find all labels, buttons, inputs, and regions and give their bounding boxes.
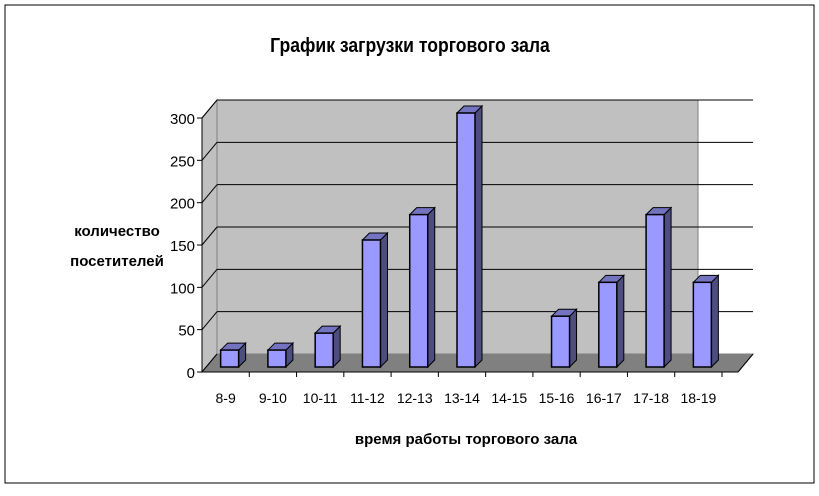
bar: [219, 349, 240, 368]
side-gridline: [201, 184, 218, 203]
floor-edge: [737, 353, 754, 373]
y-tick-label: 50: [178, 323, 195, 340]
x-axis-label: время работы торгового зала: [355, 431, 578, 448]
y-tick-label: 250: [170, 153, 195, 170]
side-gridline: [201, 142, 218, 161]
bar: [314, 332, 334, 368]
bar: [598, 281, 618, 368]
x-tick-label: 11-12: [350, 390, 385, 406]
bar-side: [379, 231, 388, 369]
bar: [408, 213, 429, 368]
y-tick-label: 200: [170, 196, 195, 213]
bar: [267, 349, 287, 368]
bar-side: [616, 274, 625, 369]
y-axis-label-line1: количество: [74, 223, 160, 240]
side-gridline: [201, 99, 218, 119]
x-tick-label: 15-16: [539, 390, 575, 406]
x-tick-label: 9-10: [259, 390, 287, 406]
bar-side: [427, 206, 436, 369]
bar: [550, 315, 571, 368]
y-tick-label: 100: [170, 280, 195, 297]
bar-side: [663, 206, 672, 369]
bar-side: [569, 307, 578, 369]
bar-side: [710, 274, 719, 369]
x-tick-label: 10-11: [303, 390, 338, 406]
y-tick-label: 300: [170, 111, 195, 128]
bar-side: [474, 104, 483, 369]
x-tick-label: 18-19: [680, 390, 716, 406]
y-tick-label: 150: [170, 238, 195, 255]
bar: [692, 281, 713, 368]
bar: [645, 213, 665, 368]
y-axis-label-line2: посетителей: [70, 253, 164, 270]
bar: [456, 112, 476, 368]
y-tick-label: 0: [187, 365, 195, 382]
x-tick-label: 17-18: [633, 390, 669, 406]
x-tick-label: 14-15: [491, 390, 527, 406]
x-tick-label: 16-17: [586, 390, 622, 406]
side-gridline: [201, 353, 218, 373]
x-tick-label: 12-13: [397, 390, 433, 406]
side-gridline: [201, 226, 218, 246]
chart-title: График загрузки торгового зала: [270, 34, 550, 56]
x-tick-label: 13-14: [444, 390, 480, 406]
side-gridline: [201, 269, 218, 288]
side-gridline: [201, 311, 218, 330]
bar: [361, 239, 382, 368]
x-tick-label: 8-9: [216, 390, 236, 406]
